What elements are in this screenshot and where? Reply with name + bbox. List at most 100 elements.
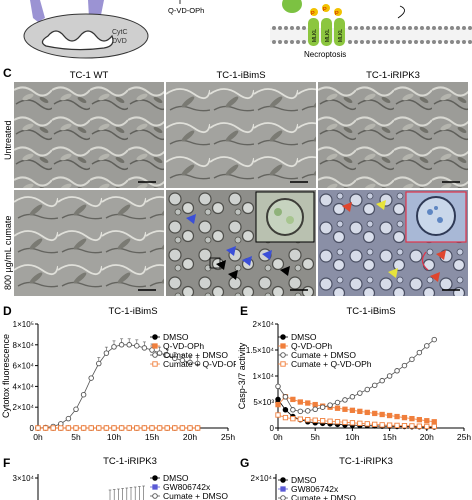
data-point [401,362,408,369]
data-point [126,342,132,348]
data-point [342,406,348,412]
data-point [401,423,408,429]
x-tick-label: 25h [457,432,471,442]
yellow-arrowhead [388,268,398,278]
legend-label: Cumate + DMSO [291,493,356,500]
panel-letter-c: C [3,66,12,80]
data-point [42,425,49,431]
y-tick-label: 0 [270,424,275,433]
micrograph-wt-untreated [14,82,164,188]
mlkl-label-1: MLKL [312,29,318,42]
data-point [305,417,311,423]
x-tick-label: 25h [221,432,235,442]
data-point [88,425,94,431]
chart-title: TC-1-iRIPK3 [103,456,157,467]
chart-casp37-ibims: TC-1-iBimS Casp-3/7 activity 0h 5h 10h 15h 20h… [237,306,471,442]
data-point [141,345,148,351]
x-tick-label: 5h [310,432,320,442]
data-point [179,357,186,364]
legend-marker [280,352,286,358]
black-arrowhead [280,266,290,276]
data-point [187,359,193,366]
data-point [111,425,117,431]
panel-a-diagram: CytC DVD Q-VD-OPh [23,0,204,59]
data-point [290,407,296,413]
data-point [394,413,400,420]
legend-marker [280,495,286,500]
row-label-untreated: Untreated [3,120,13,160]
data-point [342,397,348,403]
y-tick-label: 0 [30,424,35,433]
data-point [65,425,72,431]
protein-blob [282,0,302,13]
data-point [357,390,363,396]
data-point [58,425,64,431]
yellow-arrowhead [376,200,386,210]
panel-letter-g: G [240,456,250,470]
legend-label: DMSO [291,332,317,342]
legend-label: GW806742x [291,484,339,494]
data-point [424,343,430,349]
data-point [431,423,437,430]
data-point [372,421,378,428]
blue-arrowhead [242,256,252,266]
data-point [334,399,341,406]
arrow-curve [397,5,405,19]
data-point [394,368,400,374]
series-line [277,414,435,427]
data-point [357,408,363,415]
data-point [409,415,415,422]
data-point [349,420,356,426]
y-tick-label: 3×10⁴ [13,474,35,483]
row-label-cumate: 800 µg/mL cumate [3,215,13,290]
legend-label: Q-VD-OPh [163,341,204,351]
data-point [349,407,356,413]
legend-marker [152,352,158,358]
data-point [126,425,132,431]
data-point [134,343,140,349]
phospho-label-3: P [335,11,339,17]
legend-marker [280,486,286,492]
data-point [134,425,140,431]
red-arrowhead [436,250,446,260]
data-point [290,415,296,422]
data-point [297,416,303,422]
panel-letter-e: E [240,304,249,318]
x-tick-label: 20h [420,432,434,442]
data-point [290,396,296,403]
blue-arrowhead [262,250,272,260]
y-tick-label: 4×10⁴ [13,382,35,391]
series-line [277,339,435,412]
data-point [431,336,437,343]
series-3 [275,412,437,430]
data-point [88,375,94,381]
blue-arrowhead [186,214,196,224]
x-tick-label: 15h [145,432,159,442]
chart-title: TC-1-iBimS [346,306,395,317]
legend-label: Cumate + DMSO [163,491,228,500]
data-point [386,412,393,419]
data-point [118,342,125,348]
data-point [187,425,193,431]
data-point [334,419,341,425]
x-tick-label: 15h [383,432,397,442]
data-point [416,417,423,423]
legend-marker [280,334,286,340]
data-point [172,425,178,431]
legend-label: Q-VD-OPh [291,341,332,351]
data-point [65,415,72,422]
data-point [156,350,163,356]
phospho-label-2: P [323,7,327,13]
x-tick-label: 10h [345,432,359,442]
black-arrowhead [228,270,238,280]
data-point [342,419,348,425]
membrane [270,26,472,44]
inhibitor-label: Q-VD-OPh [168,6,204,15]
mlkl-channel: MLKL MLKL MLKL [308,18,345,46]
data-point [431,419,437,425]
data-point [394,422,400,429]
legend-marker [152,334,158,340]
legend-label: Cumate + DMSO [291,350,356,360]
data-point [364,386,371,393]
